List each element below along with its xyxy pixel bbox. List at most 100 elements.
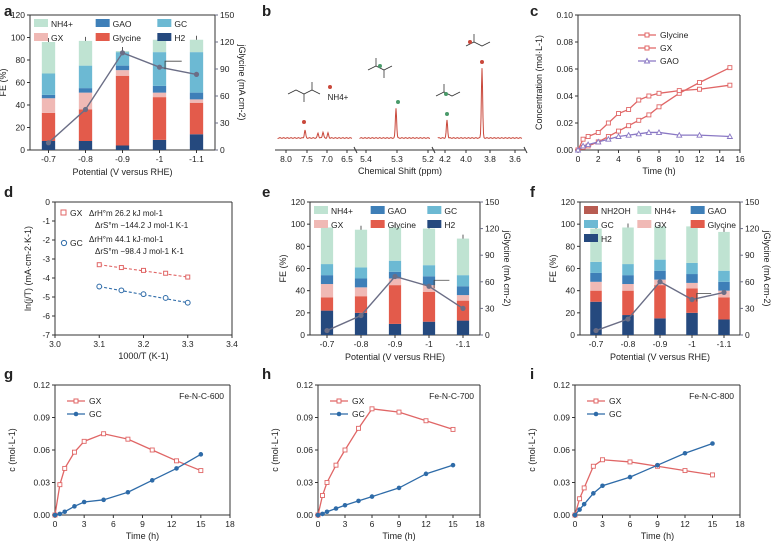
a-y2tick-label: 120 xyxy=(220,37,234,47)
a-bar-segment xyxy=(78,109,93,141)
panel-i-line-chart: 0 3 6 9 12 15 18 0.00 0.03 0.06 0.09 0.12 Time (h) c … xyxy=(527,380,745,541)
f-ytick-label: 80 xyxy=(566,241,576,251)
d-ytick-label: 0 xyxy=(45,197,50,207)
d-ytick-label: -1 xyxy=(42,216,50,226)
e-y2tick-label: 0 xyxy=(485,330,490,340)
e-legend-label: GAO xyxy=(388,206,407,216)
e-ytick-label: 60 xyxy=(296,264,306,274)
g-point-gx xyxy=(198,468,204,474)
e-ytick-label: 0 xyxy=(300,330,305,340)
d-point-gc xyxy=(162,295,169,301)
panel-label-g: g xyxy=(4,366,13,383)
a-ytick-label: 0 xyxy=(20,145,25,155)
d-annotation-gc-enthalpy: ΔrH°m 44.1 kJ·mol-1 xyxy=(89,235,164,244)
a-bar-segment xyxy=(189,99,204,103)
i-ylabel: c (mol·L-1) xyxy=(527,428,537,472)
c-point-glycine xyxy=(656,104,662,110)
a-bar-segment xyxy=(115,75,130,146)
i-point-gc xyxy=(655,462,660,468)
f-legend-label: NH2OH xyxy=(601,206,631,216)
f-bar-segment xyxy=(686,312,698,335)
f-ytick-label: 120 xyxy=(561,197,575,207)
e-bar-segment xyxy=(320,297,334,311)
h-legend-label: GX xyxy=(352,396,365,406)
a-bar-segment xyxy=(115,145,130,150)
h-xlabel: Time (h) xyxy=(382,531,415,541)
g-xtick-label: 15 xyxy=(196,519,206,529)
c-point-gx xyxy=(626,107,632,112)
h-xtick-label: 12 xyxy=(421,519,431,529)
a-jglycine-point xyxy=(193,71,200,77)
f-legend-swatch xyxy=(690,206,705,214)
f-legend-swatch xyxy=(584,206,598,214)
e-legend-label: Glycine xyxy=(388,220,417,230)
panel-label-a: a xyxy=(4,3,13,20)
e-bar-segment xyxy=(388,227,402,261)
c-point-gx xyxy=(676,88,682,94)
b-peak-marker xyxy=(328,85,332,89)
b-xtick-label: 7.0 xyxy=(321,154,333,164)
c-xtick-label: 0 xyxy=(576,154,581,164)
a-bar-segment xyxy=(115,52,130,66)
d-point-gc xyxy=(96,283,103,290)
g-point-gx xyxy=(174,458,179,464)
a-axis-indicator-arrow xyxy=(164,60,182,70)
g-xtick-label: 3 xyxy=(82,519,87,529)
b-axis-break xyxy=(353,146,358,154)
e-bar-segment xyxy=(456,320,470,335)
e-ytick-label: 80 xyxy=(296,241,306,251)
h-point-gc xyxy=(356,498,361,504)
d-xtick-label: 3.0 xyxy=(49,339,61,349)
f-legend-label: H2 xyxy=(601,234,612,244)
d-xlabel: 1000/T (K-1) xyxy=(118,351,168,361)
a-xtick-label: -0.9 xyxy=(115,154,130,164)
e-xtick-label: -0.9 xyxy=(388,339,403,349)
g-point-gx xyxy=(101,431,107,437)
f-legend-label: GC xyxy=(601,220,614,230)
h-ytick-label: 0.09 xyxy=(296,413,313,423)
c-point-glycine xyxy=(646,112,652,118)
e-bar-segment xyxy=(354,312,368,335)
c-xtick-label: 10 xyxy=(675,154,685,164)
i-point-gc xyxy=(682,450,688,456)
b-xtick-label: 4.0 xyxy=(460,154,472,164)
f-y2tick-label: 0 xyxy=(745,330,750,340)
g-point-gc xyxy=(72,504,77,509)
i-xtick-label: 12 xyxy=(680,519,690,529)
e-ytick-label: 40 xyxy=(296,286,306,296)
b-xtick-label: 5.3 xyxy=(391,154,403,164)
f-legend-swatch xyxy=(584,234,598,242)
i-point-gx xyxy=(627,459,633,465)
e-bar-segment xyxy=(320,264,334,276)
h-xtick-label: 0 xyxy=(316,519,321,529)
panel-e-fe-bar-chart: 0 20 40 60 80 100 120 0 30 60 90 120 150 -0.7 -0.8 -0.9… xyxy=(278,197,512,362)
e-xtick-label: -1.1 xyxy=(456,339,471,349)
c-legend-label: Glycine xyxy=(660,30,689,40)
a-bar-segment xyxy=(189,134,204,150)
c-point-gao xyxy=(579,142,587,149)
panel-label-e: e xyxy=(262,184,270,201)
h-xtick-label: 6 xyxy=(370,519,375,529)
f-legend-label: Glycine xyxy=(708,220,737,230)
e-jglycine-point xyxy=(460,305,466,311)
e-y2label: jGlycine (mA cm-2) xyxy=(502,229,512,306)
g-ytick-label: 0.09 xyxy=(33,413,50,423)
b-xtick-label: 7.5 xyxy=(301,154,313,164)
g-title: Fe-N-C-600 xyxy=(179,391,224,401)
e-legend-swatch xyxy=(370,206,385,214)
e-bar-segment xyxy=(456,286,470,296)
c-point-gao xyxy=(696,131,703,138)
e-legend-label: H2 xyxy=(444,220,455,230)
f-bar-segment xyxy=(654,318,666,335)
f-axis-indicator-arrow xyxy=(696,293,712,302)
a-ytick-label: 80 xyxy=(16,55,26,65)
i-point-gc xyxy=(591,491,596,496)
f-jglycine-point xyxy=(593,327,599,334)
a-bar-segment xyxy=(41,141,56,150)
b-peak-marker xyxy=(468,40,472,44)
h-series-line-gx xyxy=(317,408,454,516)
e-y2tick-label: 60 xyxy=(485,277,495,287)
e-bar-segment xyxy=(354,229,368,268)
panel-d-arrhenius-plot: 3.0 3.1 3.2 3.3 3.4 0 -1 -2 -3 -4 -5 -6 -7 1000/T (K-… xyxy=(23,197,238,361)
panel-label-d: d xyxy=(4,184,13,201)
